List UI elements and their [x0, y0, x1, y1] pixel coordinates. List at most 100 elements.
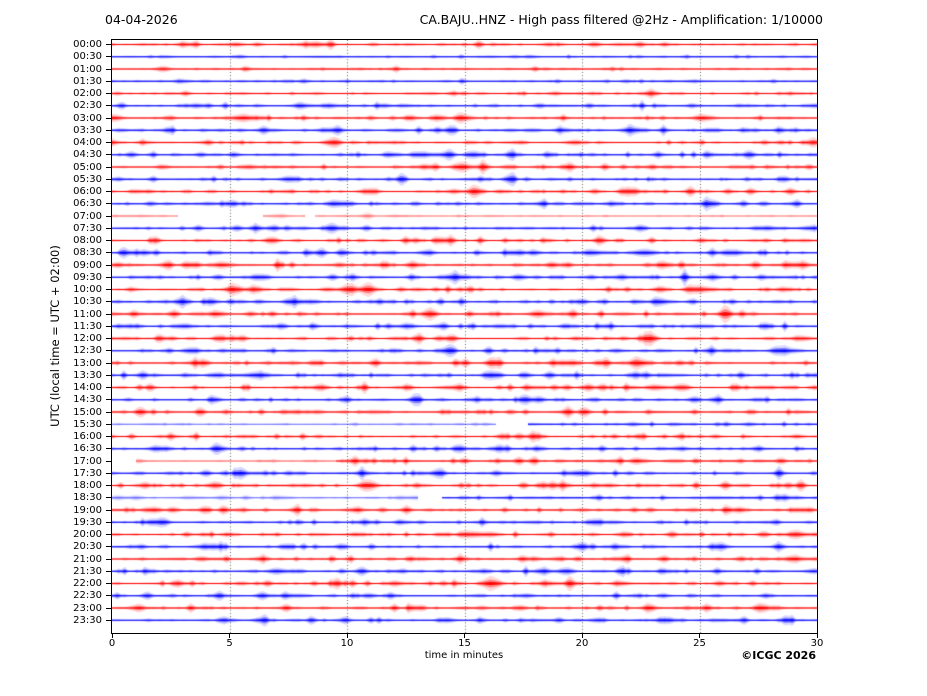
x-tick-label: 20 — [575, 638, 589, 649]
y-tick-label: 17:30 — [73, 467, 102, 479]
y-tick — [106, 387, 112, 388]
y-tick — [106, 129, 112, 131]
y-tick-label: 15:30 — [73, 418, 102, 430]
y-tick-label: 14:30 — [73, 394, 102, 406]
y-tick — [106, 325, 112, 327]
x-tick — [581, 634, 583, 638]
y-tick — [106, 166, 112, 168]
x-tick-label: 30 — [810, 638, 824, 649]
y-tick-label: 05:00 — [73, 161, 102, 173]
y-tick-label: 16:30 — [73, 443, 102, 455]
y-tick-label: 09:30 — [73, 271, 102, 283]
y-tick-label: 02:00 — [73, 88, 102, 99]
y-tick-label: 19:00 — [73, 504, 102, 516]
x-axis-title: time in minutes — [424, 650, 504, 661]
x-tick — [464, 634, 465, 638]
y-tick-label: 07:00 — [73, 210, 102, 222]
y-tick-label: 08:30 — [73, 247, 102, 259]
y-tick — [106, 509, 112, 511]
y-tick — [106, 252, 112, 254]
y-tick — [106, 227, 112, 229]
y-tick-label: 06:30 — [73, 198, 102, 210]
copyright-label: ©ICGC 2026 — [741, 649, 816, 662]
y-tick — [106, 203, 112, 205]
y-tick-label: 08:00 — [73, 235, 102, 246]
y-tick — [106, 619, 112, 621]
y-tick — [106, 534, 112, 535]
seismogram-canvas — [112, 40, 817, 633]
x-tick-label: 5 — [226, 638, 233, 649]
y-tick — [106, 68, 112, 70]
y-tick — [106, 362, 112, 364]
y-tick-label: 13:30 — [73, 369, 102, 381]
y-tick-label: 01:00 — [73, 63, 102, 75]
date-label: 04-04-2026 — [105, 12, 178, 27]
x-tick — [111, 634, 113, 638]
y-tick-label: 21:00 — [73, 553, 102, 565]
y-tick — [106, 460, 112, 462]
x-tick-label: 15 — [458, 638, 471, 649]
y-tick-label: 00:00 — [73, 39, 102, 50]
y-tick-label: 18:30 — [73, 492, 102, 504]
y-tick-label: 12:00 — [73, 333, 102, 344]
x-tick — [346, 634, 348, 638]
y-tick-label: 01:30 — [73, 75, 102, 87]
y-tick-label: 16:00 — [73, 431, 102, 442]
y-tick-label: 00:30 — [73, 51, 102, 63]
y-tick — [106, 215, 112, 217]
y-tick-label: 17:00 — [73, 455, 102, 467]
y-tick-label: 15:00 — [73, 406, 102, 418]
plot-frame — [111, 39, 818, 634]
y-tick — [106, 44, 112, 45]
y-tick-label: 20:00 — [73, 529, 102, 540]
chart-title: CA.BAJU..HNZ - High pass filtered @2Hz -… — [419, 12, 823, 27]
y-tick-label: 23:00 — [73, 602, 102, 614]
y-tick-label: 05:30 — [73, 173, 102, 185]
y-tick — [106, 338, 112, 339]
y-tick — [106, 350, 112, 352]
y-tick-label: 20:30 — [73, 541, 102, 553]
y-tick — [106, 191, 112, 192]
y-tick-label: 06:00 — [73, 186, 102, 197]
y-tick — [106, 93, 112, 94]
y-tick-label: 12:30 — [73, 345, 102, 357]
y-tick — [106, 411, 112, 413]
y-tick — [106, 521, 112, 523]
y-tick — [106, 399, 112, 401]
y-axis-title: UTC (local time = UTC + 02:00) — [48, 245, 62, 427]
y-tick — [106, 313, 112, 315]
y-tick — [106, 595, 112, 597]
y-tick — [106, 80, 112, 82]
y-tick-label: 22:30 — [73, 590, 102, 602]
y-tick-label: 11:00 — [73, 308, 102, 320]
y-tick — [106, 583, 112, 584]
y-tick — [106, 448, 112, 450]
y-tick — [106, 497, 112, 499]
y-tick-label: 02:30 — [73, 100, 102, 112]
y-tick-label: 04:00 — [73, 137, 102, 148]
x-tick-label: 0 — [108, 638, 116, 649]
y-tick — [106, 276, 112, 278]
x-tick — [699, 634, 700, 638]
y-tick-label: 03:30 — [73, 124, 102, 136]
y-tick — [106, 264, 112, 266]
y-tick-label: 10:30 — [73, 296, 102, 308]
y-tick — [106, 423, 112, 425]
x-tick-label: 10 — [340, 638, 354, 649]
y-tick — [106, 485, 112, 486]
y-tick-label: 21:30 — [73, 565, 102, 577]
y-tick — [106, 558, 112, 560]
y-tick-label: 11:30 — [73, 320, 102, 332]
x-tick — [229, 634, 230, 638]
y-tick — [106, 289, 112, 290]
y-tick — [106, 240, 112, 241]
y-tick — [106, 546, 112, 548]
x-tick-label: 25 — [693, 638, 706, 649]
y-tick-label: 19:30 — [73, 516, 102, 528]
y-tick — [106, 301, 112, 303]
y-tick-label: 03:00 — [73, 112, 102, 124]
y-tick-label: 07:30 — [73, 222, 102, 234]
y-tick — [106, 436, 112, 437]
x-tick — [816, 634, 818, 638]
